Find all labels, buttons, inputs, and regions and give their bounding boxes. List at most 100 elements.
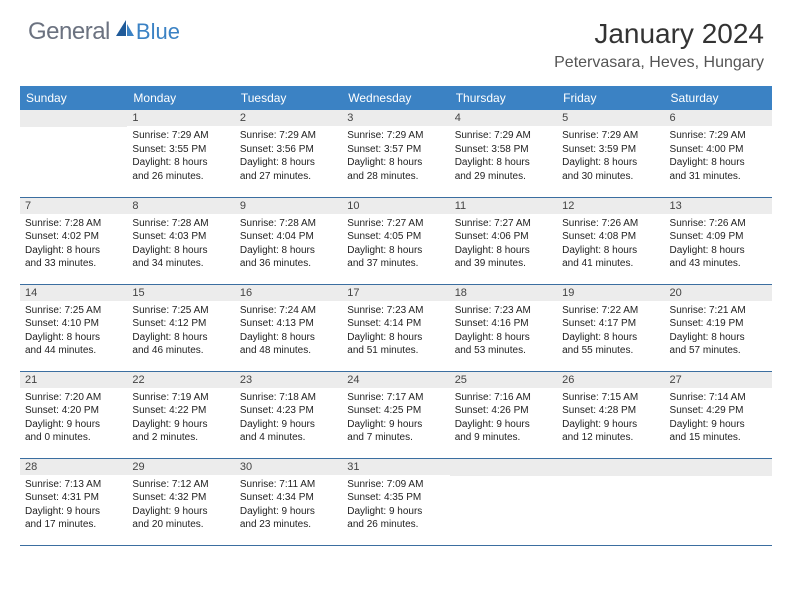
calendar-header-row: SundayMondayTuesdayWednesdayThursdayFrid…	[20, 86, 772, 110]
calendar-cell: 30 Sunrise: 7:11 AMSunset: 4:34 PMDayligh…	[235, 458, 342, 545]
logo-text-blue: Blue	[136, 19, 180, 45]
calendar-cell: 21Sunrise: 7:20 AMSunset: 4:20 PMDayligh…	[20, 371, 127, 458]
calendar-cell: 11Sunrise: 7:27 AMSunset: 4:06 PMDayligh…	[450, 197, 557, 284]
day-details: Sunrise: 7:23 AMSunset: 4:16 PMDaylight:…	[450, 301, 557, 362]
calendar-cell: 13Sunrise: 7:26 AMSunset: 4:09 PMDayligh…	[665, 197, 772, 284]
sunset-text: Sunset: 4:23 PM	[240, 404, 337, 418]
daylight-text: and 48 minutes.	[240, 344, 337, 358]
sunrise-text: Sunrise: 7:28 AM	[25, 217, 122, 231]
day-details: Sunrise: 7:23 AMSunset: 4:14 PMDaylight:…	[342, 301, 449, 362]
daylight-text: and 44 minutes.	[25, 344, 122, 358]
calendar-cell: 24Sunrise: 7:17 AMSunset: 4:25 PMDayligh…	[342, 371, 449, 458]
daylight-text: Daylight: 8 hours	[25, 331, 122, 345]
day-details: Sunrise: 7:15 AMSunset: 4:28 PMDaylight:…	[557, 388, 664, 449]
day-number: 4	[450, 110, 557, 126]
calendar-cell: 28Sunrise: 7:13 AMSunset: 4:31 PMDayligh…	[20, 458, 127, 545]
sunset-text: Sunset: 4:35 PM	[347, 491, 444, 505]
sunrise-text: Sunrise: 7:09 AM	[347, 478, 444, 492]
day-number: 19	[557, 285, 664, 301]
day-details: Sunrise: 7:27 AMSunset: 4:05 PMDaylight:…	[342, 214, 449, 275]
sunrise-text: Sunrise: 7:29 AM	[132, 129, 229, 143]
sunset-text: Sunset: 4:31 PM	[25, 491, 122, 505]
calendar-cell: 29Sunrise: 7:12 AMSunset: 4:32 PMDayligh…	[127, 458, 234, 545]
sunrise-text: Sunrise: 7:26 AM	[670, 217, 767, 231]
daylight-text: Daylight: 9 hours	[240, 505, 337, 519]
sunset-text: Sunset: 4:05 PM	[347, 230, 444, 244]
daylight-text: and 55 minutes.	[562, 344, 659, 358]
calendar-cell	[20, 110, 127, 197]
day-details: Sunrise: 7:26 AMSunset: 4:08 PMDaylight:…	[557, 214, 664, 275]
sunrise-text: Sunrise: 7:23 AM	[455, 304, 552, 318]
day-details: Sunrise: 7:27 AMSunset: 4:06 PMDaylight:…	[450, 214, 557, 275]
daylight-text: and 12 minutes.	[562, 431, 659, 445]
calendar-cell	[665, 458, 772, 545]
day-details: Sunrise: 7:21 AMSunset: 4:19 PMDaylight:…	[665, 301, 772, 362]
daylight-text: Daylight: 8 hours	[455, 244, 552, 258]
sunset-text: Sunset: 4:13 PM	[240, 317, 337, 331]
day-details: Sunrise: 7:25 AMSunset: 4:10 PMDaylight:…	[20, 301, 127, 362]
sunrise-text: Sunrise: 7:25 AM	[25, 304, 122, 318]
daylight-text: Daylight: 8 hours	[562, 156, 659, 170]
daylight-text: and 7 minutes.	[347, 431, 444, 445]
day-details: Sunrise: 7:16 AMSunset: 4:26 PMDaylight:…	[450, 388, 557, 449]
day-number: 30	[235, 459, 342, 475]
calendar-cell: 7Sunrise: 7:28 AMSunset: 4:02 PMDaylight…	[20, 197, 127, 284]
daylight-text: Daylight: 8 hours	[240, 244, 337, 258]
calendar-week-row: 21Sunrise: 7:20 AMSunset: 4:20 PMDayligh…	[20, 371, 772, 458]
logo-text-general: General	[28, 18, 110, 46]
sunrise-text: Sunrise: 7:24 AM	[240, 304, 337, 318]
day-details: Sunrise: 7:28 AMSunset: 4:03 PMDaylight:…	[127, 214, 234, 275]
sunrise-text: Sunrise: 7:29 AM	[455, 129, 552, 143]
daylight-text: and 51 minutes.	[347, 344, 444, 358]
day-details: Sunrise: 7:13 AMSunset: 4:31 PMDaylight:…	[20, 475, 127, 536]
sunset-text: Sunset: 4:17 PM	[562, 317, 659, 331]
daylight-text: Daylight: 8 hours	[455, 331, 552, 345]
title-block: January 2024 Petervasara, Heves, Hungary	[554, 18, 764, 72]
sunrise-text: Sunrise: 7:29 AM	[670, 129, 767, 143]
calendar-cell: 1Sunrise: 7:29 AMSunset: 3:55 PMDaylight…	[127, 110, 234, 197]
daylight-text: Daylight: 9 hours	[347, 418, 444, 432]
day-number: 6	[665, 110, 772, 126]
daylight-text: and 15 minutes.	[670, 431, 767, 445]
calendar-cell: 15Sunrise: 7:25 AMSunset: 4:12 PMDayligh…	[127, 284, 234, 371]
sunset-text: Sunset: 4:19 PM	[670, 317, 767, 331]
daylight-text: Daylight: 8 hours	[132, 331, 229, 345]
sunrise-text: Sunrise: 7:29 AM	[562, 129, 659, 143]
sunrise-text: Sunrise: 7:29 AM	[240, 129, 337, 143]
day-number: 1	[127, 110, 234, 126]
day-details: Sunrise: 7:14 AMSunset: 4:29 PMDaylight:…	[665, 388, 772, 449]
sunset-text: Sunset: 4:34 PM	[240, 491, 337, 505]
sunset-text: Sunset: 3:56 PM	[240, 143, 337, 157]
day-details: Sunrise: 7:12 AMSunset: 4:32 PMDaylight:…	[127, 475, 234, 536]
logo: General Blue	[28, 18, 180, 46]
day-number-empty	[450, 459, 557, 476]
daylight-text: Daylight: 9 hours	[347, 505, 444, 519]
calendar-cell: 17Sunrise: 7:23 AMSunset: 4:14 PMDayligh…	[342, 284, 449, 371]
day-number: 24	[342, 372, 449, 388]
daylight-text: Daylight: 9 hours	[25, 505, 122, 519]
sunrise-text: Sunrise: 7:27 AM	[455, 217, 552, 231]
day-number: 28	[20, 459, 127, 475]
day-details: Sunrise: 7:18 AMSunset: 4:23 PMDaylight:…	[235, 388, 342, 449]
day-details: Sunrise: 7:26 AMSunset: 4:09 PMDaylight:…	[665, 214, 772, 275]
daylight-text: and 26 minutes.	[347, 518, 444, 532]
daylight-text: and 34 minutes.	[132, 257, 229, 271]
daylight-text: and 53 minutes.	[455, 344, 552, 358]
daylight-text: and 28 minutes.	[347, 170, 444, 184]
sunset-text: Sunset: 4:12 PM	[132, 317, 229, 331]
calendar-cell: 3Sunrise: 7:29 AMSunset: 3:57 PMDaylight…	[342, 110, 449, 197]
sunset-text: Sunset: 3:58 PM	[455, 143, 552, 157]
daylight-text: Daylight: 8 hours	[347, 244, 444, 258]
day-number: 2	[235, 110, 342, 126]
sunset-text: Sunset: 3:55 PM	[132, 143, 229, 157]
sunrise-text: Sunrise: 7:12 AM	[132, 478, 229, 492]
calendar-cell: 4Sunrise: 7:29 AMSunset: 3:58 PMDaylight…	[450, 110, 557, 197]
sunrise-text: Sunrise: 7:23 AM	[347, 304, 444, 318]
calendar-week-row: 28Sunrise: 7:13 AMSunset: 4:31 PMDayligh…	[20, 458, 772, 545]
day-number: 7	[20, 198, 127, 214]
sunset-text: Sunset: 3:59 PM	[562, 143, 659, 157]
daylight-text: and 43 minutes.	[670, 257, 767, 271]
day-details: Sunrise: 7:22 AMSunset: 4:17 PMDaylight:…	[557, 301, 664, 362]
daylight-text: and 20 minutes.	[132, 518, 229, 532]
sunrise-text: Sunrise: 7:11 AM	[240, 478, 337, 492]
